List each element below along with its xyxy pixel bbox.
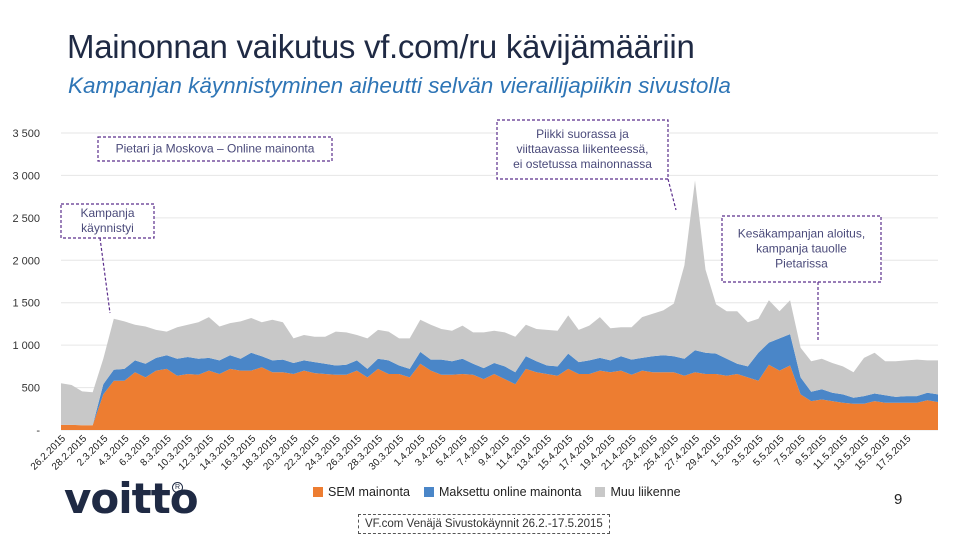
legend-item-online: Maksettu online mainonta [423, 485, 582, 499]
chart-legend: SEM mainonta Maksettu online mainonta Mu… [313, 485, 681, 499]
annotation-text-campaign-start-1: käynnistyi [81, 221, 134, 235]
page-title: Mainonnan vaikutus vf.com/ru kävijämääri… [67, 28, 695, 65]
page-number: 9 [894, 491, 903, 508]
annotation-box-campaign-start [60, 203, 155, 239]
legend-label-online: Maksettu online mainonta [438, 485, 582, 499]
y-tick-label-2: 1 000 [12, 340, 40, 352]
y-tick-label-7: 3 500 [12, 128, 40, 140]
annotation-leader-campaign-start [99, 237, 111, 314]
legend-item-other: Muu liikenne [595, 485, 681, 499]
area-series-0 [61, 363, 938, 430]
y-tick-label-4: 2 000 [12, 255, 40, 267]
area-series-1 [61, 334, 938, 426]
y-tick-label-3: 1 500 [12, 298, 40, 310]
annotation-text-summer-campaign-0: Kesäkampanjan aloitus, [738, 227, 865, 241]
registered-mark-icon: R [172, 482, 183, 493]
annotation-text-summer-campaign-2: Pietarissa [775, 257, 828, 271]
source-note: VF.com Venäjä Sivustokäynnit 26.2.-17.5.… [358, 514, 610, 534]
y-tick-label-0: - [36, 425, 40, 437]
annotation-text-campaign-start-0: Kampanja [80, 206, 134, 220]
legend-label-sem: SEM mainonta [328, 485, 410, 499]
annotation-leader-peak [667, 178, 677, 211]
annotation-text-summer-campaign-1: kampanja tauolle [756, 242, 847, 256]
annotation-text-peak-2: ei ostetussa mainonnassa [513, 157, 652, 171]
annotation-box-summer-campaign [721, 215, 882, 283]
y-tick-label-6: 3 000 [12, 170, 40, 182]
annotation-text-peak-1: viittaavassa liikenteessä, [516, 142, 648, 156]
legend-swatch-sem [313, 487, 323, 497]
annotation-text-online-ads-0: Pietari ja Moskova – Online mainonta [116, 142, 315, 156]
legend-swatch-online [423, 487, 434, 497]
legend-label-other: Muu liikenne [610, 485, 681, 499]
page-subtitle: Kampanjan käynnistyminen aiheutti selvän… [68, 73, 731, 98]
annotation-text-peak-0: Piikki suorassa ja [536, 127, 629, 141]
legend-item-sem: SEM mainonta [313, 485, 410, 499]
annotation-box-online-ads [97, 136, 333, 162]
y-tick-label-1: 500 [22, 383, 40, 395]
y-tick-label-5: 2 500 [12, 213, 40, 225]
annotation-box-peak [496, 119, 669, 180]
legend-swatch-other [595, 487, 606, 497]
